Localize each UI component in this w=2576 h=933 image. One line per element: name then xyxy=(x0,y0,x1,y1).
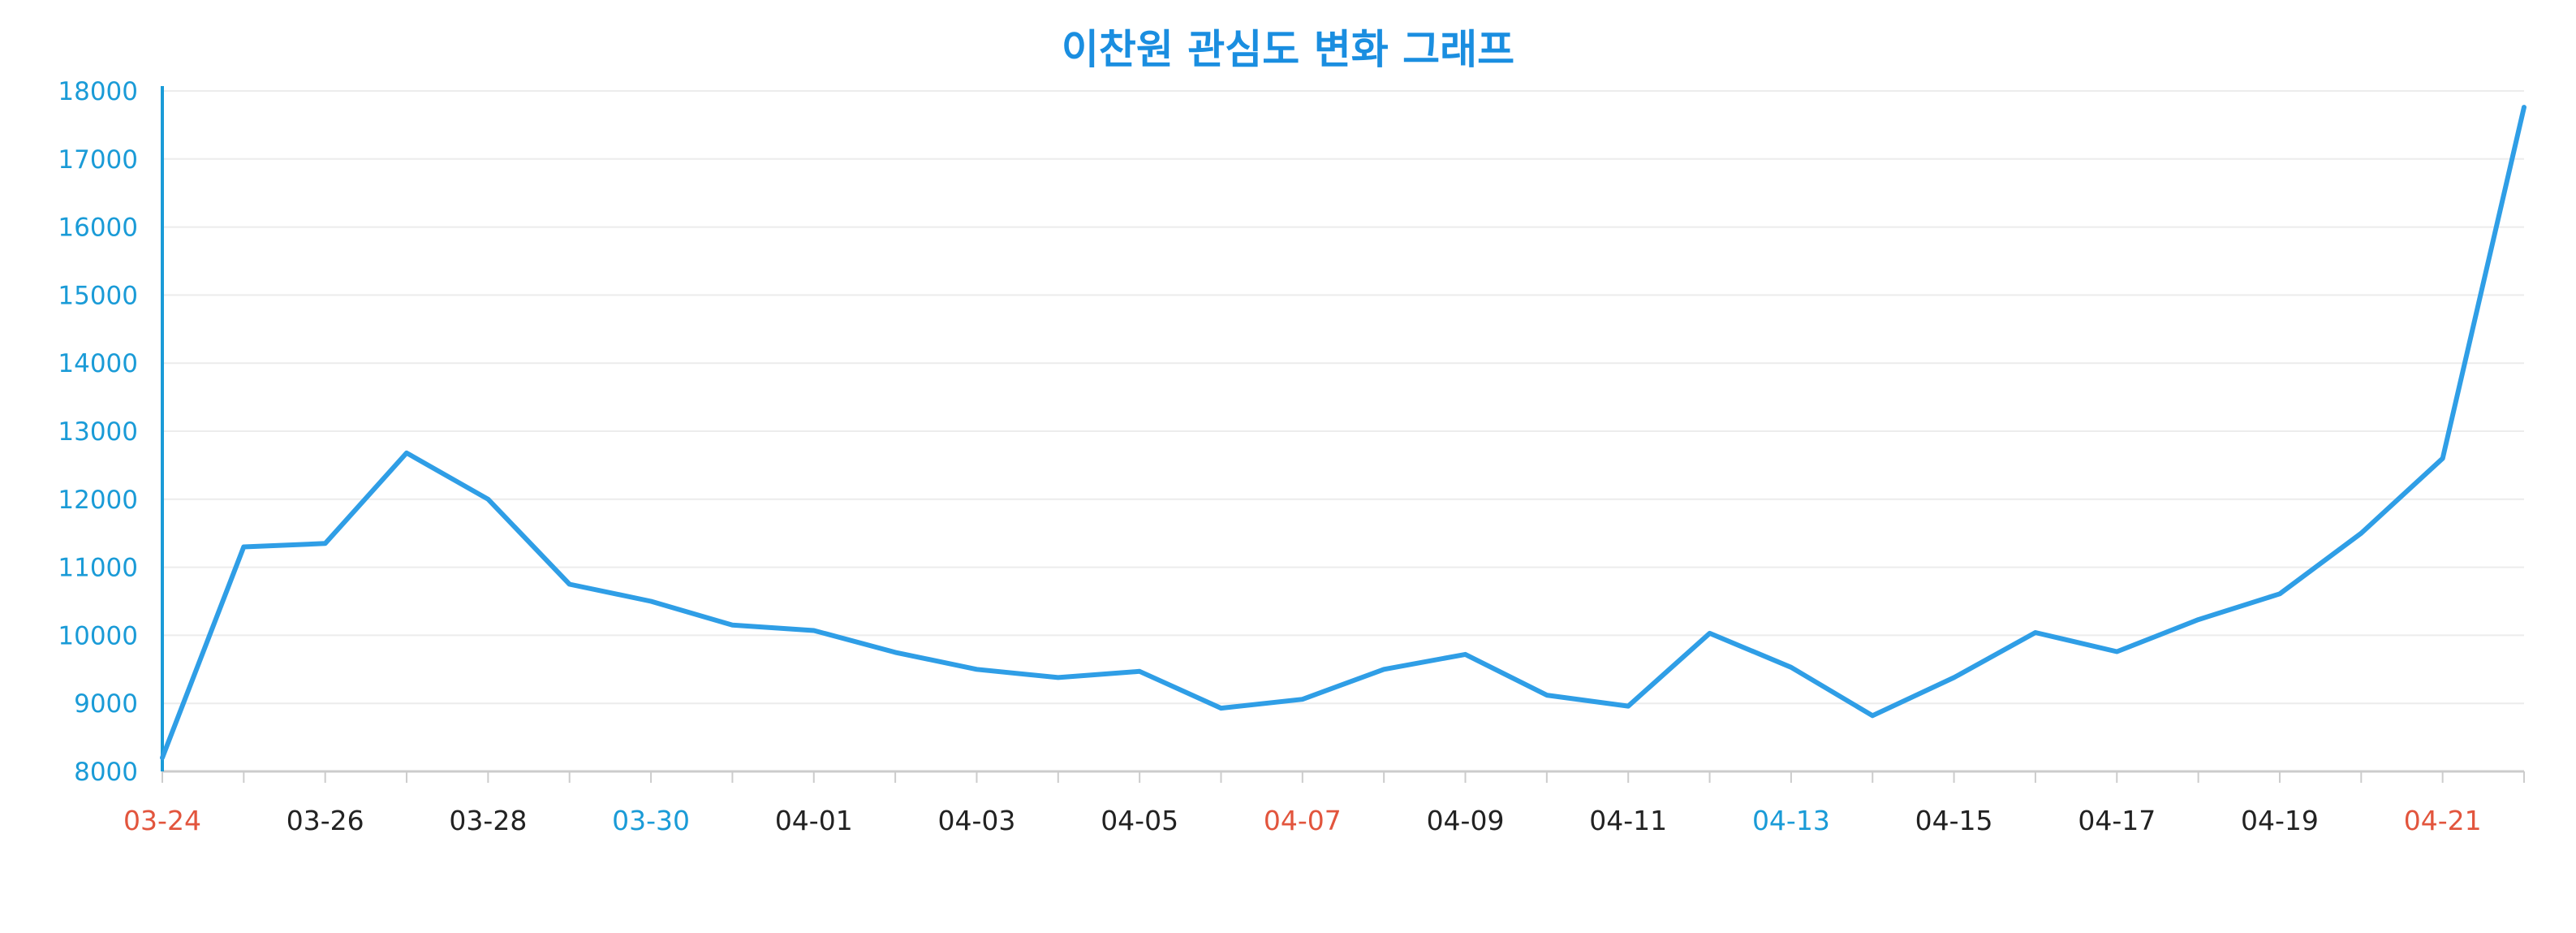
y-axis-ticks: 8000 9000 10000 11000 12000 13000 14000 15000 16… xyxy=(58,77,138,787)
x-tick-label: 03-24 xyxy=(123,805,201,836)
x-axis: 03-24 03-26 03-28 03-30 04-01 04-03 04-05 04-07… xyxy=(123,770,2525,836)
series-line xyxy=(160,105,2526,761)
y-tick-label: 17000 xyxy=(58,145,138,175)
x-tick-label: 03-28 xyxy=(449,805,527,836)
grid-lines xyxy=(162,90,2524,705)
x-tick-label: 04-19 xyxy=(2241,805,2319,836)
y-tick-label: 10000 xyxy=(58,621,138,650)
x-tick-label: 04-07 xyxy=(1264,805,1342,836)
y-tick-label: 9000 xyxy=(74,689,138,719)
x-tick-label: 04-17 xyxy=(2078,805,2156,836)
x-tick-label: 03-30 xyxy=(612,805,690,836)
y-tick-label: 18000 xyxy=(58,77,138,106)
y-tick-label: 13000 xyxy=(58,417,138,447)
x-tick-label: 03-26 xyxy=(286,805,364,836)
x-tick-label: 04-15 xyxy=(1915,805,1993,836)
y-tick-label: 16000 xyxy=(58,214,138,243)
x-tick-label: 04-01 xyxy=(775,805,853,836)
x-tick-label: 04-21 xyxy=(2404,805,2482,836)
y-tick-label: 14000 xyxy=(58,349,138,378)
x-tick-label: 04-11 xyxy=(1589,805,1667,836)
y-tick-label: 11000 xyxy=(58,554,138,583)
x-tick-label: 04-03 xyxy=(938,805,1016,836)
x-tick-label: 04-09 xyxy=(1427,805,1505,836)
x-tick-label: 04-05 xyxy=(1101,805,1178,836)
y-tick-label: 12000 xyxy=(58,486,138,515)
x-tick-label: 04-13 xyxy=(1752,805,1830,836)
y-tick-label: 15000 xyxy=(58,281,138,310)
y-tick-label: 8000 xyxy=(74,758,138,787)
chart-title: 이찬원 관심도 변화 그래프 xyxy=(1062,26,1514,73)
series-group xyxy=(160,105,2526,761)
